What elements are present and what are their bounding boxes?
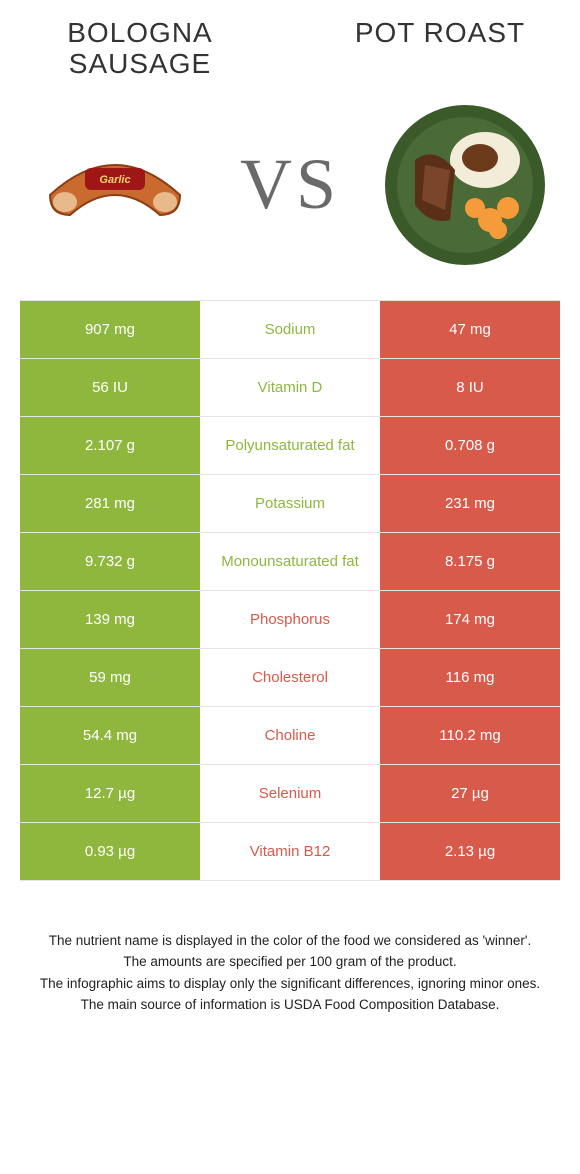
table-row: 2.107 gPolyunsaturated fat0.708 g — [20, 417, 560, 475]
table-row: 9.732 gMonounsaturated fat8.175 g — [20, 533, 560, 591]
left-value-cell: 54.4 mg — [20, 707, 200, 764]
footer-line: The main source of information is USDA F… — [30, 995, 550, 1015]
table-row: 0.93 µgVitamin B122.13 µg — [20, 823, 560, 881]
right-value-cell: 27 µg — [380, 765, 560, 822]
sausage-icon: Garlic — [30, 140, 200, 230]
footer-line: The infographic aims to display only the… — [30, 974, 550, 994]
svg-text:Garlic: Garlic — [99, 174, 130, 186]
left-value-cell: 56 IU — [20, 359, 200, 416]
right-value-cell: 116 mg — [380, 649, 560, 706]
left-food-image: Garlic — [30, 100, 200, 270]
header: Bologna sausage Pot Roast — [0, 0, 580, 80]
right-value-cell: 174 mg — [380, 591, 560, 648]
table-row: 12.7 µgSelenium27 µg — [20, 765, 560, 823]
vs-label: VS — [240, 143, 340, 226]
nutrient-name-cell: Monounsaturated fat — [200, 533, 380, 590]
footer-line: The nutrient name is displayed in the co… — [30, 931, 550, 951]
table-row: 59 mgCholesterol116 mg — [20, 649, 560, 707]
nutrient-name-cell: Cholesterol — [200, 649, 380, 706]
left-value-cell: 59 mg — [20, 649, 200, 706]
left-food-title: Bologna sausage — [40, 18, 240, 80]
nutrient-name-cell: Phosphorus — [200, 591, 380, 648]
nutrient-table: 907 mgSodium47 mg56 IUVitamin D8 IU2.107… — [20, 300, 560, 881]
right-value-cell: 231 mg — [380, 475, 560, 532]
table-row: 281 mgPotassium231 mg — [20, 475, 560, 533]
left-value-cell: 139 mg — [20, 591, 200, 648]
table-row: 54.4 mgCholine110.2 mg — [20, 707, 560, 765]
left-value-cell: 2.107 g — [20, 417, 200, 474]
left-value-cell: 9.732 g — [20, 533, 200, 590]
right-value-cell: 110.2 mg — [380, 707, 560, 764]
pot-roast-icon — [380, 100, 550, 270]
nutrient-name-cell: Potassium — [200, 475, 380, 532]
right-value-cell: 47 mg — [380, 301, 560, 358]
nutrient-name-cell: Selenium — [200, 765, 380, 822]
left-value-cell: 0.93 µg — [20, 823, 200, 880]
image-row: Garlic VS — [0, 80, 580, 300]
nutrient-name-cell: Vitamin B12 — [200, 823, 380, 880]
table-row: 907 mgSodium47 mg — [20, 301, 560, 359]
table-row: 56 IUVitamin D8 IU — [20, 359, 560, 417]
nutrient-name-cell: Vitamin D — [200, 359, 380, 416]
nutrient-name-cell: Choline — [200, 707, 380, 764]
table-row: 139 mgPhosphorus174 mg — [20, 591, 560, 649]
left-value-cell: 281 mg — [20, 475, 200, 532]
left-value-cell: 907 mg — [20, 301, 200, 358]
right-food-image — [380, 100, 550, 270]
right-food-title: Pot Roast — [340, 18, 540, 49]
left-value-cell: 12.7 µg — [20, 765, 200, 822]
right-value-cell: 8 IU — [380, 359, 560, 416]
right-value-cell: 8.175 g — [380, 533, 560, 590]
nutrient-name-cell: Polyunsaturated fat — [200, 417, 380, 474]
right-value-cell: 0.708 g — [380, 417, 560, 474]
right-value-cell: 2.13 µg — [380, 823, 560, 880]
footer-line: The amounts are specified per 100 gram o… — [30, 952, 550, 972]
nutrient-name-cell: Sodium — [200, 301, 380, 358]
footer-notes: The nutrient name is displayed in the co… — [30, 931, 550, 1017]
